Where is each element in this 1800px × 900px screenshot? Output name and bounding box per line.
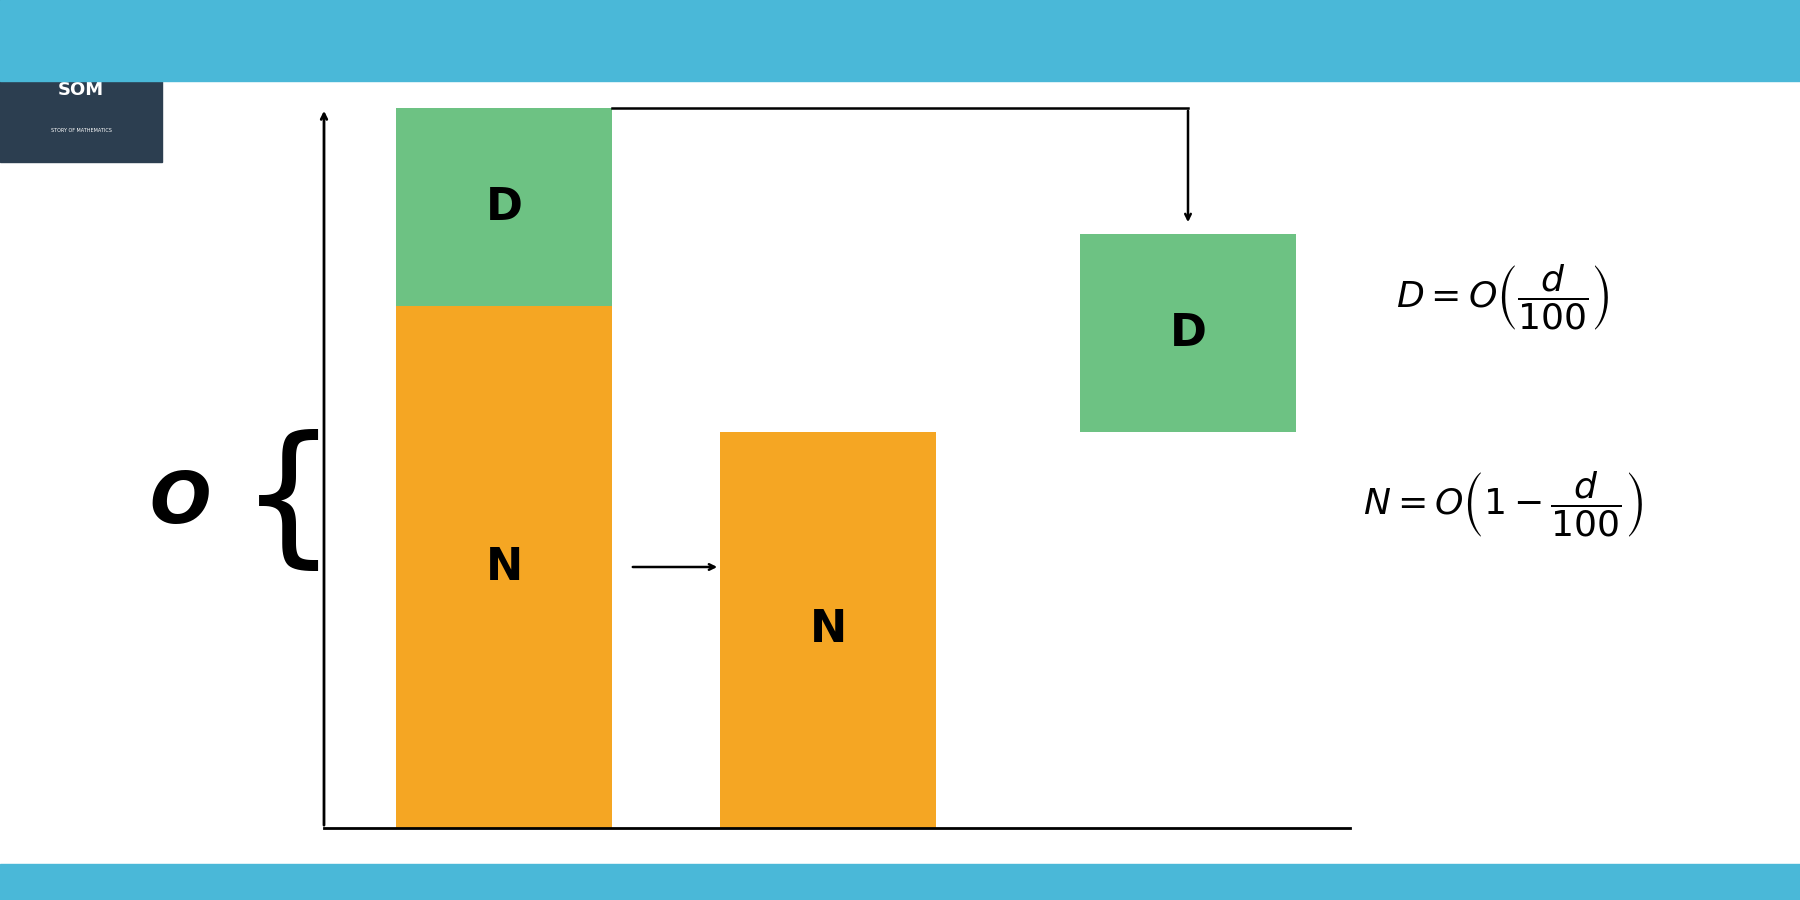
FancyBboxPatch shape [396, 108, 612, 306]
Bar [0, 0, 162, 162]
Text: $D = O\left( \dfrac{d}{100} \right)$: $D = O\left( \dfrac{d}{100} \right)$ [1397, 262, 1609, 332]
Text: D: D [486, 185, 522, 229]
Text: STORY OF MATHEMATICS: STORY OF MATHEMATICS [50, 128, 112, 133]
Text: D: D [1170, 311, 1206, 355]
Text: N: N [810, 608, 846, 652]
Text: $\{$: $\{$ [239, 430, 319, 578]
Text: O: O [149, 470, 211, 538]
FancyBboxPatch shape [720, 432, 936, 828]
Text: $N = O\left( 1-\dfrac{d}{100} \right)$: $N = O\left( 1-\dfrac{d}{100} \right)$ [1363, 469, 1643, 539]
FancyBboxPatch shape [1080, 234, 1296, 432]
Text: N: N [486, 545, 522, 589]
FancyBboxPatch shape [396, 306, 612, 828]
Text: SOM: SOM [58, 81, 104, 99]
